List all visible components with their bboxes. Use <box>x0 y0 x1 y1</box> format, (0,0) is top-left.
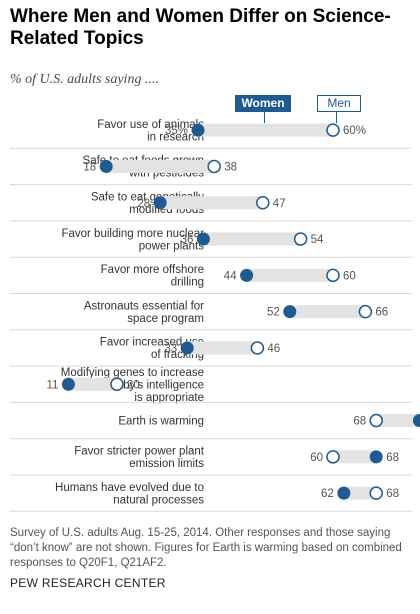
range-bar <box>106 159 215 173</box>
legend-men: Men <box>317 95 361 112</box>
men-value-label: 20 <box>127 379 140 391</box>
men-value-label: 47 <box>273 198 286 210</box>
legend-women: Women <box>235 95 291 112</box>
men-value-label: 68 <box>353 416 366 428</box>
range-bar <box>333 450 377 464</box>
row-label: Favor increased use <box>100 337 204 349</box>
women-dot <box>369 450 383 464</box>
range-bar <box>289 305 366 319</box>
men-dot <box>358 304 373 319</box>
men-value-label: 68 <box>386 488 399 500</box>
range-bar <box>198 123 333 137</box>
men-dot <box>369 413 383 428</box>
men-dot <box>326 268 340 283</box>
men-value-label: 46 <box>267 343 280 355</box>
men-dot <box>293 232 308 246</box>
men-dot <box>326 123 340 137</box>
row-label: natural processes <box>113 494 204 506</box>
women-dot <box>196 232 210 246</box>
women-value-label: 35% <box>165 125 188 137</box>
women-value-label: 44 <box>224 270 237 282</box>
chart-source: PEW RESEARCH CENTER <box>10 576 166 590</box>
row-label: a baby's intelligence <box>101 379 204 391</box>
men-dot <box>110 377 124 391</box>
men-dot <box>256 196 270 210</box>
row-label: Favor use of animals <box>97 119 204 131</box>
row-label: Favor building more nuclear <box>61 228 204 240</box>
men-value-label: 66 <box>375 307 388 319</box>
range-bar <box>160 196 263 210</box>
row-label: space program <box>127 313 204 325</box>
legend-men-stem <box>336 112 337 123</box>
women-value-label: 52 <box>267 307 280 319</box>
row-label: Astronauts essential for <box>84 300 204 312</box>
women-dot <box>240 268 254 282</box>
women-value-label: 28 <box>137 198 150 210</box>
women-dot <box>99 159 113 173</box>
women-dot <box>191 123 205 137</box>
men-value-label: 38 <box>224 161 237 173</box>
range-bar <box>343 486 377 500</box>
row-label: in research <box>147 131 204 143</box>
row-label: is appropriate <box>134 392 204 404</box>
women-dot <box>61 377 75 391</box>
men-dot <box>207 159 221 174</box>
range-bar <box>246 268 333 282</box>
row-label: emission limits <box>129 458 204 470</box>
men-value-label: 54 <box>311 234 324 246</box>
men-value-label: 60 <box>343 270 356 282</box>
women-value-label: 62 <box>321 488 334 500</box>
women-dot <box>153 196 167 210</box>
women-value-label: 18 <box>83 161 96 173</box>
women-dot <box>180 341 194 355</box>
row-label: drilling <box>171 277 204 289</box>
legend-women-stem <box>264 112 265 123</box>
women-value-label: 68 <box>386 452 399 464</box>
men-dot <box>250 341 265 355</box>
range-bar <box>68 377 117 391</box>
women-value-label: 33 <box>164 343 177 355</box>
row-label: Favor stricter power plant <box>74 446 205 458</box>
row-label: Humans have evolved due to <box>55 482 204 494</box>
row-label: Earth is warming <box>118 416 204 428</box>
women-dot <box>412 414 420 428</box>
women-value-label: 36 <box>181 234 194 246</box>
chart-title: Where Men and Women Differ on Science-Re… <box>10 6 391 49</box>
range-bar <box>187 341 258 355</box>
men-dot <box>326 450 340 464</box>
men-dot <box>369 486 383 500</box>
women-dot <box>337 486 351 500</box>
row-label: Modifying genes to increase <box>61 367 204 379</box>
women-dot <box>283 305 297 319</box>
row-label: power plants <box>139 240 204 252</box>
range-bar <box>376 414 420 428</box>
men-value-label: 60 <box>310 452 323 464</box>
men-value-label: 60% <box>343 125 366 137</box>
chart-note: Survey of U.S. adults Aug. 15-25, 2014. … <box>10 527 402 569</box>
row-label: Favor more offshore <box>101 264 204 276</box>
range-bar <box>203 232 301 246</box>
women-value-label: 11 <box>46 379 58 391</box>
chart-subtitle: % of U.S. adults saying .... <box>10 72 159 87</box>
